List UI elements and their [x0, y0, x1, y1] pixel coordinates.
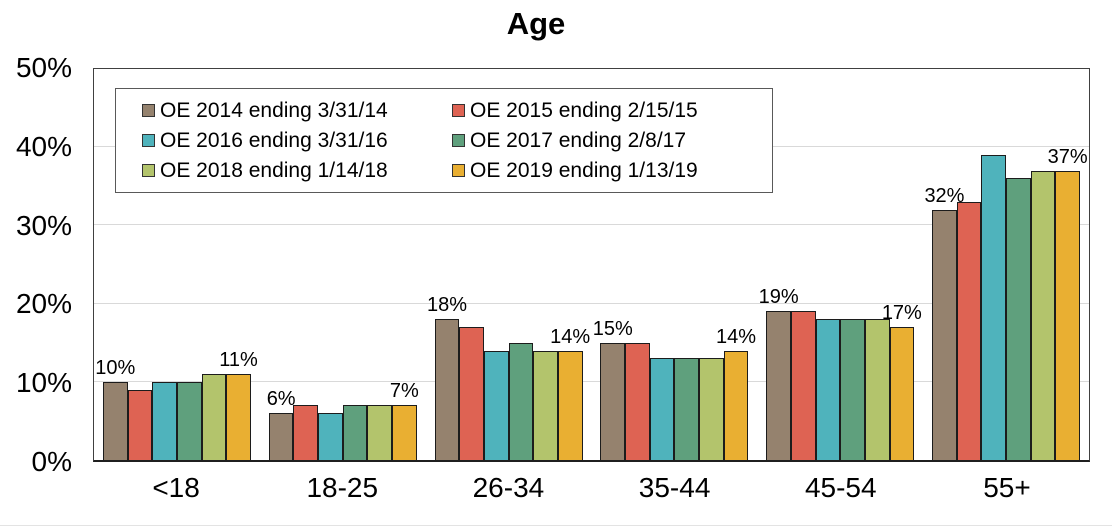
data-label: 15% [592, 317, 633, 340]
bar [840, 319, 865, 460]
bar [1006, 178, 1031, 460]
chart-title: Age [506, 6, 566, 41]
x-tick-label: 55+ [983, 472, 1031, 503]
legend-swatch-icon [142, 104, 155, 117]
bar: 15% [593, 318, 633, 460]
legend-swatch-icon [142, 164, 155, 177]
bar: 32% [924, 185, 964, 460]
data-label: 7% [389, 380, 419, 403]
data-label: 17% [881, 302, 922, 325]
x-axis: <18 18-25 26-34 35-44 45-54 55+ [93, 472, 1090, 504]
legend-item: OE 2018 ending 1/14/18 [142, 158, 452, 183]
legend-swatch-icon [452, 134, 465, 147]
y-tick-label: 20% [15, 288, 72, 320]
x-tick-label: <18 [152, 472, 200, 503]
bar [815, 319, 841, 460]
x-tick-label: 18-25 [306, 472, 379, 503]
bottom-divider-line [0, 525, 1112, 526]
y-tick-label: 0% [31, 446, 72, 477]
gridline-10 [94, 380, 1089, 382]
bar-group-<18: 10% 11% [94, 69, 260, 460]
y-tick-label: 50% [15, 52, 72, 83]
x-tick-label: 26-34 [472, 472, 545, 503]
bar [625, 342, 650, 460]
bar [864, 319, 890, 460]
legend-label: OE 2016 ending 3/31/16 [160, 129, 388, 152]
legend-item: OE 2016 ending 3/31/16 [142, 128, 452, 153]
y-tick-label: 40% [15, 130, 72, 162]
bar [674, 358, 700, 460]
bar [176, 381, 202, 460]
bar: 17% [882, 302, 922, 460]
bar-group-55+: 32% 37% [923, 69, 1089, 460]
bar [318, 413, 343, 460]
y-tick-label: 10% [15, 367, 72, 399]
bar: 10% [95, 357, 135, 460]
data-label: 19% [758, 286, 799, 309]
bar [956, 201, 982, 460]
legend-swatch-icon [142, 134, 155, 147]
bar: 7% [390, 380, 419, 460]
gridline-30 [94, 224, 1089, 226]
bar [508, 342, 534, 460]
bar [201, 373, 227, 460]
bar [367, 405, 393, 460]
data-label: 37% [1047, 145, 1088, 168]
data-label: 11% [219, 348, 258, 371]
bar [483, 350, 509, 460]
bar [342, 405, 368, 460]
bar-groups: 10% 11% 6% 7% 18% 14% 15% 14% 19% 17% 32% 37% [94, 69, 1089, 460]
bar [981, 155, 1007, 460]
gridline-20 [94, 302, 1089, 304]
legend-item: OE 2019 ending 1/13/19 [452, 158, 762, 183]
legend-item: OE 2014 ending 3/31/14 [142, 98, 452, 123]
bar [790, 311, 816, 460]
legend-item: OE 2015 ending 2/15/15 [452, 98, 762, 123]
bar [459, 327, 484, 460]
bar [293, 405, 319, 460]
legend-label: OE 2018 ending 1/14/18 [160, 159, 388, 182]
data-label: 14% [715, 325, 757, 348]
legend-label: OE 2014 ending 3/31/14 [160, 99, 388, 122]
data-label: 6% [266, 388, 296, 411]
bar: 14% [716, 326, 756, 460]
y-tick-label: 30% [15, 209, 72, 241]
bar: 18% [427, 294, 467, 460]
bar: 19% [759, 286, 799, 460]
x-tick-label: 35-44 [638, 472, 711, 503]
bar-group-35-44: 15% 14% [591, 69, 757, 460]
bar-group-45-54: 19% 17% [757, 69, 923, 460]
bar [127, 389, 153, 460]
legend-swatch-icon [452, 164, 465, 177]
bar-group-26-34: 18% 14% [426, 69, 592, 460]
legend-label: OE 2019 ending 1/13/19 [470, 159, 698, 182]
data-label: 32% [924, 184, 965, 207]
bar [1030, 170, 1056, 460]
bar [533, 350, 558, 460]
x-tick-label: 45-54 [804, 472, 877, 503]
bar [152, 381, 177, 460]
bar [699, 358, 724, 460]
legend-label: OE 2015 ending 2/15/15 [470, 99, 698, 122]
bar: 11% [219, 349, 258, 460]
data-label: 18% [426, 294, 467, 317]
data-label: 10% [95, 356, 136, 379]
bar: 14% [550, 326, 590, 460]
data-label: 14% [550, 325, 591, 348]
bar [649, 358, 675, 460]
bar-group-18-25: 6% 7% [260, 69, 426, 460]
bar: 37% [1048, 146, 1088, 460]
legend: OE 2014 ending 3/31/14 OE 2015 ending 2/1… [115, 88, 773, 193]
bar: 6% [267, 388, 296, 460]
legend-item: OE 2017 ending 2/8/17 [452, 128, 762, 153]
legend-swatch-icon [452, 104, 465, 117]
legend-label: OE 2017 ending 2/8/17 [470, 129, 687, 152]
